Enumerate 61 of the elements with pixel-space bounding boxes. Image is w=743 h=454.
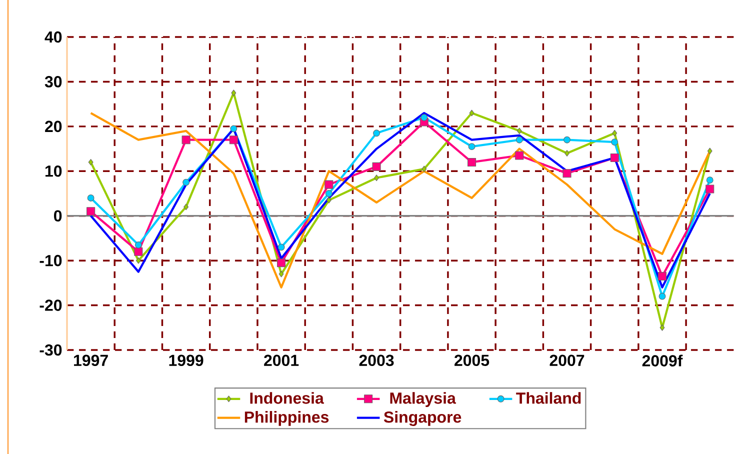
legend-label: Philippines [244,411,329,426]
point [277,258,286,268]
point [136,257,141,264]
point [372,162,381,171]
point [278,244,285,251]
point [707,148,712,154]
point [86,207,96,216]
point [134,247,143,256]
y-tick-label: 20 [45,120,62,132]
point [467,158,476,166]
point [420,114,428,121]
legend-label: Thailand [516,392,581,404]
point [278,270,284,278]
point [88,159,94,166]
legend-label: Singapore [384,411,462,426]
x-tick-label: 1997 [74,354,108,366]
point [182,178,190,186]
point [611,138,618,146]
point [325,190,332,197]
x-tick-label: 1999 [169,354,204,366]
point [87,194,94,202]
point [374,174,379,182]
point [324,180,334,189]
legend-label: Indonesia [250,392,324,404]
point [658,272,667,280]
point [562,169,572,178]
y-tick-label: -20 [40,300,62,311]
point [564,136,570,144]
x-tick-label: 2001 [264,354,299,366]
point [134,241,142,248]
point [516,136,523,144]
x-tick-label: 2005 [454,354,490,366]
y-tick-label: 30 [44,76,62,88]
point [658,292,666,300]
point [229,136,238,144]
point [182,136,190,144]
point [610,153,619,162]
x-tick-label: 2007 [550,354,584,366]
y-tick-label: 10 [45,165,62,177]
point [516,128,522,134]
y-tick-label: 40 [44,31,62,43]
legend-label: Malaysia [390,392,456,408]
point [231,90,236,96]
y-tick-label: -30 [40,344,62,356]
x-tick-label: 2009f [642,354,683,366]
point [612,130,618,136]
point [469,110,474,116]
point [706,176,714,184]
point [660,324,665,331]
point [422,166,427,172]
point [184,204,189,210]
y-tick-label: 0 [54,210,62,222]
point [468,143,476,150]
point [230,125,238,132]
x-tick-label: 2003 [359,354,394,366]
point [373,130,380,137]
point [515,151,524,160]
point [706,184,714,194]
y-tick-label: -10 [40,254,62,266]
point [326,197,332,204]
point [564,150,570,156]
